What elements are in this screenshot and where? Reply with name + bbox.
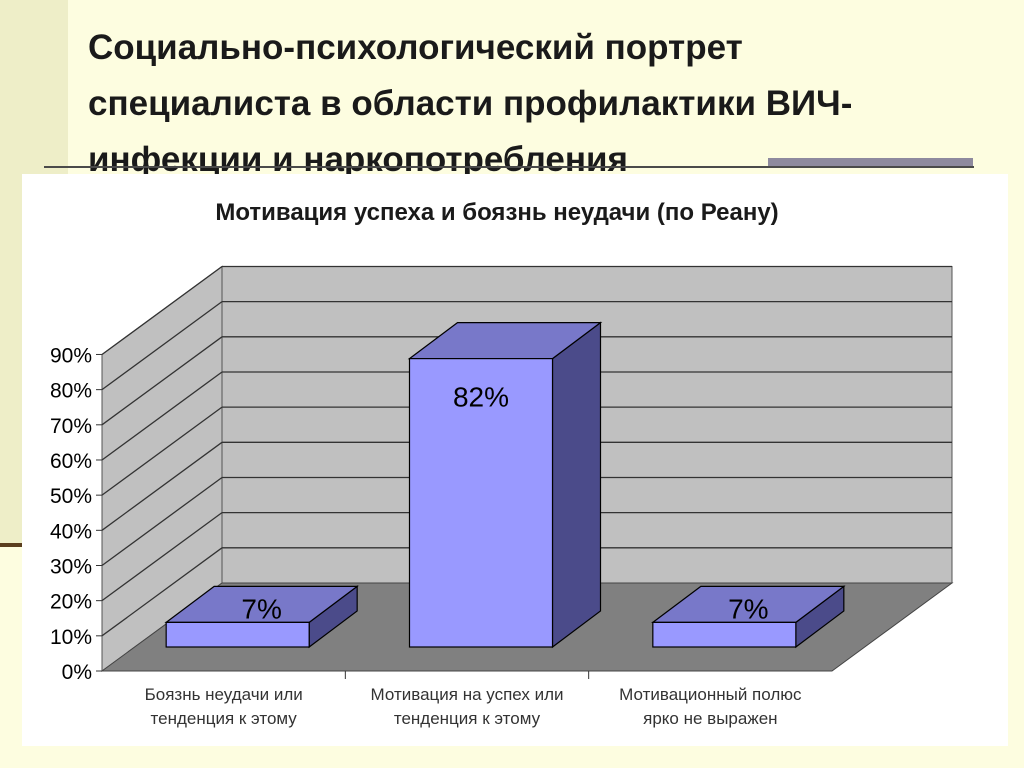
y-tick-label: 20% xyxy=(50,591,92,614)
y-tick-label: 30% xyxy=(50,555,92,578)
chart-svg: Мотивация успеха и боязнь неудачи (по Ре… xyxy=(50,199,954,728)
title-underline xyxy=(44,166,974,168)
y-tick-label: 70% xyxy=(50,415,92,438)
category-label: тенденция к этому xyxy=(394,709,541,728)
bar-front xyxy=(652,621,797,648)
gridline-side xyxy=(101,476,223,567)
left-accent-rule xyxy=(0,543,24,547)
y-tick-label: 0% xyxy=(62,661,92,684)
bar-front xyxy=(408,358,554,648)
bar-front xyxy=(165,621,310,648)
slide-title-line-1: Социально-психологический портрет xyxy=(88,28,743,67)
gridline-side xyxy=(101,336,223,426)
category-label: Мотивация на успех или xyxy=(371,685,564,704)
category-label: Мотивационный полюс xyxy=(619,685,802,704)
category-label: тенденция к этому xyxy=(151,709,298,728)
bar-side xyxy=(551,321,602,649)
category-label: Боязнь неудачи или xyxy=(145,685,303,704)
y-tick-label: 80% xyxy=(50,380,92,403)
slide-title: Социально-психологический портрет специа… xyxy=(88,20,988,188)
chart-bars: 7% 82% 7% xyxy=(164,321,846,649)
category-label: ярко не выражен xyxy=(643,709,777,728)
bar-data-label: 7% xyxy=(241,593,281,624)
gridline-side xyxy=(101,406,223,496)
gridline-side xyxy=(101,371,223,461)
bar-data-label: 82% xyxy=(453,382,509,413)
slide-title-line-2: специалиста в области профилактики ВИЧ- xyxy=(88,84,853,123)
slide-title-line-3: инфекции и наркопотребления xyxy=(88,140,628,179)
y-axis-ticks: 0% 10% 20% 30% 40% 50% 60% 70% 80% 90% xyxy=(50,344,102,684)
gridline-side xyxy=(101,441,223,531)
y-tick-label: 40% xyxy=(50,520,92,543)
bar-data-label: 7% xyxy=(728,593,768,624)
chart-panel: Мотивация успеха и боязнь неудачи (по Ре… xyxy=(22,174,1008,746)
chart-title: Мотивация успеха и боязнь неудачи (по Ре… xyxy=(215,199,778,226)
gridline-side xyxy=(101,265,223,355)
gridline-side xyxy=(101,547,223,637)
y-tick-label: 90% xyxy=(50,344,92,367)
gridline-side xyxy=(101,512,223,602)
y-tick-label: 50% xyxy=(50,485,92,508)
x-axis-categories: Боязнь неудачи или тенденция к этому Мотив… xyxy=(145,671,802,728)
gridline-side xyxy=(101,301,223,391)
y-tick-label: 10% xyxy=(50,626,92,649)
y-tick-label: 60% xyxy=(50,450,92,473)
title-accent-bar xyxy=(768,158,973,166)
